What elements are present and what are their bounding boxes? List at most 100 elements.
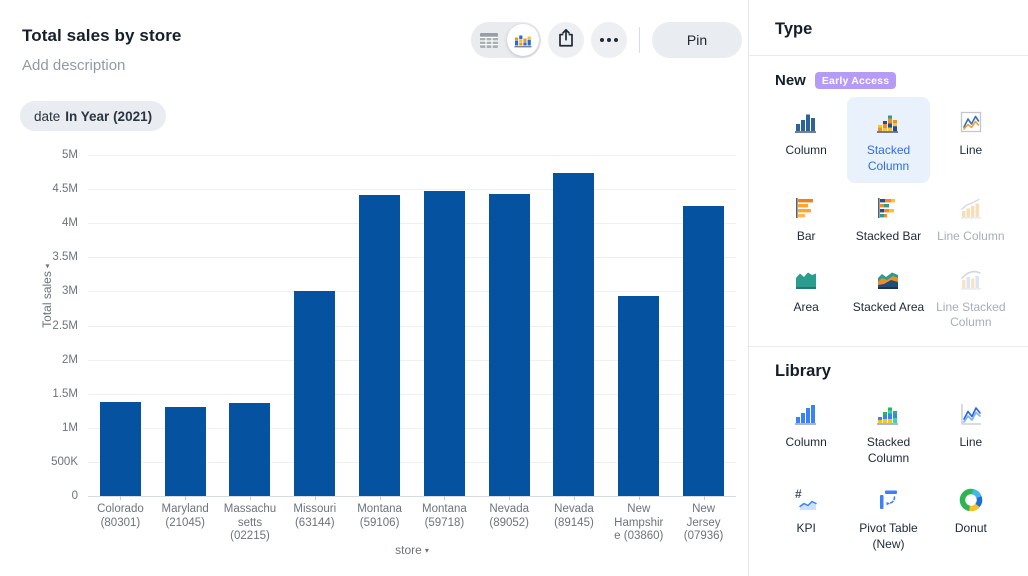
chart-bar-1[interactable] — [164, 407, 206, 496]
panel-divider — [749, 55, 1028, 56]
area-chart-icon — [792, 265, 820, 293]
kpi-chart-icon: # — [792, 486, 820, 514]
chart-type-line-column[interactable]: Line Column — [930, 183, 1012, 254]
y-tick-label: 2.5M — [52, 319, 78, 332]
chart-bar-5[interactable] — [423, 191, 465, 496]
line-stacked-column-chart-icon — [957, 265, 985, 293]
more-options-icon — [600, 38, 618, 42]
view-toggle[interactable] — [471, 22, 541, 58]
y-tick-label: 1.5M — [52, 387, 78, 400]
x-tick-label: Missouri (63144) — [293, 503, 337, 529]
chart-bar-8[interactable] — [618, 295, 660, 496]
x-tick-mark — [347, 496, 412, 501]
x-tick-mark — [542, 496, 607, 501]
section-heading-new: New — [775, 72, 806, 89]
chart-type-stacked-area[interactable]: Stacked Area — [847, 254, 929, 340]
chart-type-bar[interactable]: Bar — [765, 183, 847, 254]
chart-view-icon[interactable] — [507, 24, 539, 56]
chart-bar-6[interactable] — [488, 193, 530, 496]
y-tick-label: 0 — [71, 490, 78, 502]
share-icon — [554, 26, 578, 55]
y-tick-label: 3.5M — [52, 251, 78, 264]
chart-bar-0[interactable] — [99, 401, 141, 496]
share-button[interactable] — [548, 22, 584, 58]
library-type-pivot-table[interactable]: Pivot Table (New) — [847, 475, 929, 561]
panel-title: Type — [775, 20, 813, 38]
library-type-line[interactable]: Line — [930, 389, 1012, 475]
x-tick-label: New Jersey (07936) — [683, 503, 724, 543]
x-tick-mark — [153, 496, 218, 501]
pin-button[interactable]: Pin — [652, 22, 742, 58]
x-tick-mark — [88, 496, 153, 501]
chart-type-line-stacked-column[interactable]: Line Stacked Column — [930, 254, 1012, 340]
y-tick-label: 3M — [62, 285, 78, 298]
x-tick-mark — [606, 496, 671, 501]
y-axis-title[interactable]: Total sales▾ — [40, 261, 54, 328]
y-tick-label: 2M — [62, 353, 78, 366]
element-toolbar: Pin — [471, 22, 742, 58]
y-tick-label: 4M — [62, 217, 78, 230]
x-tick-label: Colorado (80301) — [97, 503, 144, 529]
more-options-button[interactable] — [591, 22, 627, 58]
x-tick-mark — [218, 496, 283, 501]
chart-bar-2[interactable] — [229, 403, 271, 496]
x-tick-label: Montana (59718) — [422, 503, 467, 529]
chart-type-line[interactable]: Line — [930, 97, 1012, 183]
x-tick-label: Maryland (21045) — [161, 503, 209, 529]
chart-canvas: Total sales by store Add description dat… — [20, 22, 742, 557]
description-placeholder[interactable]: Add description — [22, 57, 126, 74]
column-chart-icon — [792, 108, 820, 136]
date-filter-chip[interactable]: date In Year (2021) — [20, 101, 167, 131]
stacked-area-chart-icon — [874, 265, 902, 293]
x-axis-sort-icon[interactable]: ▾ — [424, 546, 429, 555]
y-tick-label: 500K — [51, 455, 78, 468]
chart-bar-3[interactable] — [294, 290, 336, 496]
y-axis-sort-icon[interactable]: ▾ — [45, 261, 50, 271]
pivot-table-icon — [874, 486, 902, 514]
library-type-column[interactable]: Column — [765, 389, 847, 475]
chart-bar-9[interactable] — [683, 206, 725, 496]
x-axis-title[interactable]: store ▾ — [395, 543, 429, 557]
table-view-icon[interactable] — [471, 32, 507, 49]
chart-type-stacked-column[interactable]: Stacked Column — [847, 97, 930, 184]
chart-type-column[interactable]: Column — [765, 97, 847, 183]
x-axis-baseline — [88, 496, 736, 497]
library-chart-type-grid: Column — [749, 383, 1028, 567]
x-tick-label: New Hampshir e (03860) — [614, 503, 664, 543]
library-type-kpi[interactable]: # KPI — [765, 475, 847, 561]
line-column-chart-icon — [957, 194, 985, 222]
chart-type-area[interactable]: Area — [765, 254, 847, 340]
gridline — [88, 223, 736, 225]
library-column-chart-icon — [792, 400, 820, 428]
stacked-column-chart-icon — [874, 108, 902, 136]
x-tick-mark — [671, 496, 736, 501]
y-tick-label: 4.5M — [52, 183, 78, 196]
x-tick-label: Nevada (89145) — [554, 503, 594, 529]
chart-type-panel: Type New Early Access Column — [748, 0, 1028, 576]
library-type-donut[interactable]: Donut — [930, 475, 1012, 561]
page-title: Total sales by store — [22, 26, 182, 45]
x-tick-mark — [412, 496, 477, 501]
chart-bar-4[interactable] — [359, 195, 401, 496]
gridline — [88, 155, 736, 156]
gridline — [88, 291, 736, 293]
library-type-stacked-column[interactable]: Stacked Column — [847, 389, 929, 475]
filter-field: date — [34, 108, 61, 124]
filter-condition: In Year (2021) — [65, 108, 153, 124]
toolbar-divider — [639, 27, 640, 53]
x-tick-mark — [282, 496, 347, 501]
chart-type-stacked-bar[interactable]: Stacked Bar — [847, 183, 929, 254]
new-chart-type-grid: Column — [749, 91, 1028, 346]
x-tick-label: Nevada (89052) — [489, 503, 529, 529]
x-ticks — [88, 496, 736, 501]
x-axis-labels: Colorado (80301) Maryland (21045) Massachu… — [88, 503, 736, 544]
x-tick-label: Massachu setts (02215) — [223, 503, 277, 543]
y-tick-label: 1M — [62, 421, 78, 434]
chart-bar-7[interactable] — [553, 173, 595, 496]
section-heading-library: Library — [775, 361, 831, 380]
x-tick-mark — [477, 496, 542, 501]
donut-chart-icon — [957, 486, 985, 514]
gridline — [88, 189, 736, 191]
section-divider — [749, 345, 1028, 347]
